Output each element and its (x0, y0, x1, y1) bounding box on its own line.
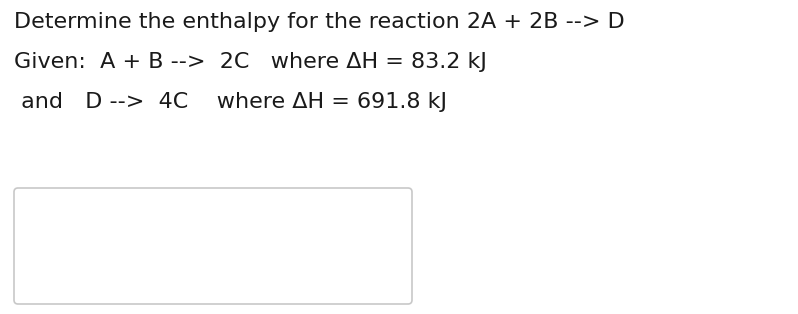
FancyBboxPatch shape (14, 188, 412, 304)
Text: and: and (14, 92, 63, 112)
Text: Given:  A + B -->  2C   where ΔH = 83.2 kJ: Given: A + B --> 2C where ΔH = 83.2 kJ (14, 52, 487, 72)
Text: Determine the enthalpy for the reaction 2A + 2B --> D: Determine the enthalpy for the reaction … (14, 12, 625, 32)
Text: D -->  4C    where ΔH = 691.8 kJ: D --> 4C where ΔH = 691.8 kJ (14, 92, 447, 112)
